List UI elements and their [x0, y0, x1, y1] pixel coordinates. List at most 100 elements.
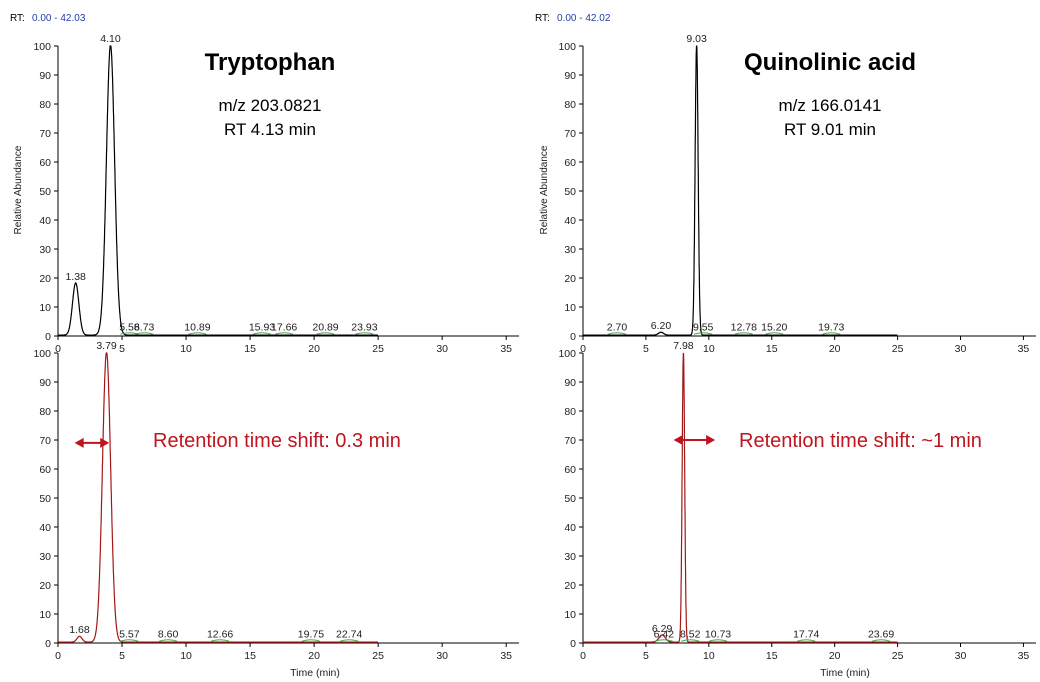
y-tick-label: 40 — [39, 522, 51, 534]
peak-label: 1.68 — [69, 624, 90, 636]
chromatogram-trace — [58, 352, 378, 643]
minor-peak-label: 2.70 — [607, 321, 628, 333]
minor-peak-mark — [188, 332, 207, 335]
minor-peak-mark — [210, 639, 230, 642]
rt-annotation: RT 9.01 min — [784, 120, 876, 139]
minor-peak-mark — [734, 332, 753, 335]
x-tick-label: 15 — [244, 650, 256, 662]
y-tick-label: 90 — [39, 377, 51, 389]
panel-quinolinic-standard: RT: 0.00 - 42.02 Relative Abundance 0 10 2… — [535, 13, 1036, 355]
y-tick-label: 50 — [564, 493, 576, 505]
minor-peak-mark — [797, 639, 816, 642]
y-tick-label: 0 — [45, 638, 51, 650]
x-tick-label: 30 — [436, 650, 448, 662]
minor-peak-mark — [274, 332, 294, 335]
minor-peak-label: 22.74 — [336, 628, 362, 640]
x-tick-label: 30 — [955, 650, 967, 662]
y-tick-label: 70 — [39, 435, 51, 447]
minor-peak-mark — [681, 639, 700, 642]
y-tick-label: 70 — [564, 128, 576, 140]
y-tick-label: 30 — [39, 551, 51, 563]
minor-peak-label: 10.89 — [184, 321, 210, 333]
x-tick-label: 10 — [180, 343, 192, 355]
minor-peak-label: 20.89 — [312, 321, 338, 333]
y-tick-label: 80 — [39, 406, 51, 418]
y-tick-label: 90 — [39, 70, 51, 82]
minor-peak-mark — [765, 332, 784, 335]
peak-label: 4.10 — [100, 33, 121, 45]
chromatogram-trace — [58, 45, 378, 336]
y-tick-label: 10 — [564, 302, 576, 314]
minor-peak-mark — [355, 332, 374, 335]
y-tick-label: 80 — [564, 406, 576, 418]
rt-range-label: 0.00 - 42.02 — [557, 13, 611, 24]
minor-peak-label: 9.55 — [693, 321, 714, 333]
y-tick-label: 20 — [39, 580, 51, 592]
x-tick-label: 25 — [892, 343, 904, 355]
y-tick-label: 60 — [564, 157, 576, 169]
minor-peak-label: 23.69 — [868, 628, 894, 640]
minor-peak-mark — [654, 639, 673, 642]
minor-peak-label: 23.93 — [351, 321, 377, 333]
rt-prefix: RT: — [10, 13, 25, 24]
chromatogram-trace — [583, 352, 898, 643]
x-tick-label: 0 — [580, 343, 586, 355]
y-tick-label: 100 — [33, 41, 51, 53]
minor-peak-label: 17.66 — [271, 321, 297, 333]
peak-label: 7.98 — [673, 340, 694, 352]
panel-tryptophan-standard: RT: 0.00 - 42.03 Relative Abundance 0 10 2… — [10, 13, 519, 355]
y-tick-label: 30 — [39, 244, 51, 256]
minor-peak-mark — [301, 639, 321, 642]
x-tick-label: 30 — [436, 343, 448, 355]
x-tick-label: 10 — [703, 343, 715, 355]
rt-prefix: RT: — [535, 13, 550, 24]
minor-peak-mark — [708, 639, 728, 642]
y-tick-label: 10 — [564, 609, 576, 621]
peak-label: 6.29 — [652, 623, 673, 635]
minor-peak-mark — [694, 332, 713, 335]
chart-title: Quinolinic acid — [744, 49, 916, 76]
minor-peak-label: 17.74 — [793, 628, 819, 640]
x-tick-label: 25 — [372, 650, 384, 662]
x-tick-label: 0 — [580, 650, 586, 662]
y-tick-label: 20 — [564, 580, 576, 592]
y-tick-label: 50 — [564, 186, 576, 198]
x-axis-label: Time (min) — [820, 667, 870, 679]
retention-shift-annotation: Retention time shift: 0.3 min — [153, 430, 401, 452]
minor-peak-mark — [316, 332, 335, 335]
minor-peak-label: 8.52 — [680, 628, 701, 640]
minor-peak-mark — [822, 332, 841, 335]
x-tick-label: 15 — [766, 650, 778, 662]
minor-peak-label: 12.78 — [731, 321, 757, 333]
y-tick-label: 100 — [33, 348, 51, 360]
minor-peak-mark — [135, 332, 154, 335]
x-tick-label: 20 — [829, 343, 841, 355]
minor-peak-label: 15.20 — [761, 321, 787, 333]
minor-peak-mark — [158, 639, 178, 642]
minor-peak-label: 19.73 — [818, 321, 844, 333]
y-tick-label: 30 — [564, 244, 576, 256]
x-axis-label: Time (min) — [290, 667, 340, 679]
x-tick-label: 5 — [643, 343, 649, 355]
minor-peak-mark — [871, 639, 891, 642]
minor-peak-label: 12.66 — [207, 628, 233, 640]
x-tick-label: 10 — [180, 650, 192, 662]
x-tick-label: 35 — [1018, 650, 1030, 662]
y-tick-label: 50 — [39, 186, 51, 198]
y-tick-label: 10 — [39, 302, 51, 314]
minor-peak-label: 5.57 — [119, 628, 140, 640]
peak-label: 6.20 — [651, 320, 672, 332]
minor-peak-label: 5.58 — [119, 321, 140, 333]
y-tick-label: 90 — [564, 377, 576, 389]
peak-label: 1.38 — [65, 271, 86, 283]
y-tick-label: 0 — [570, 638, 576, 650]
y-tick-label: 40 — [564, 215, 576, 227]
peak-label: 9.03 — [686, 33, 707, 45]
y-tick-label: 100 — [558, 41, 576, 53]
x-tick-label: 5 — [643, 650, 649, 662]
minor-peak-mark — [120, 639, 139, 642]
plot-area: 0 10 20 30 40 50 60 70 80 90 100 0 5 10 15 20 25 30 35 1.38… — [33, 33, 519, 355]
x-tick-label: 25 — [372, 343, 384, 355]
